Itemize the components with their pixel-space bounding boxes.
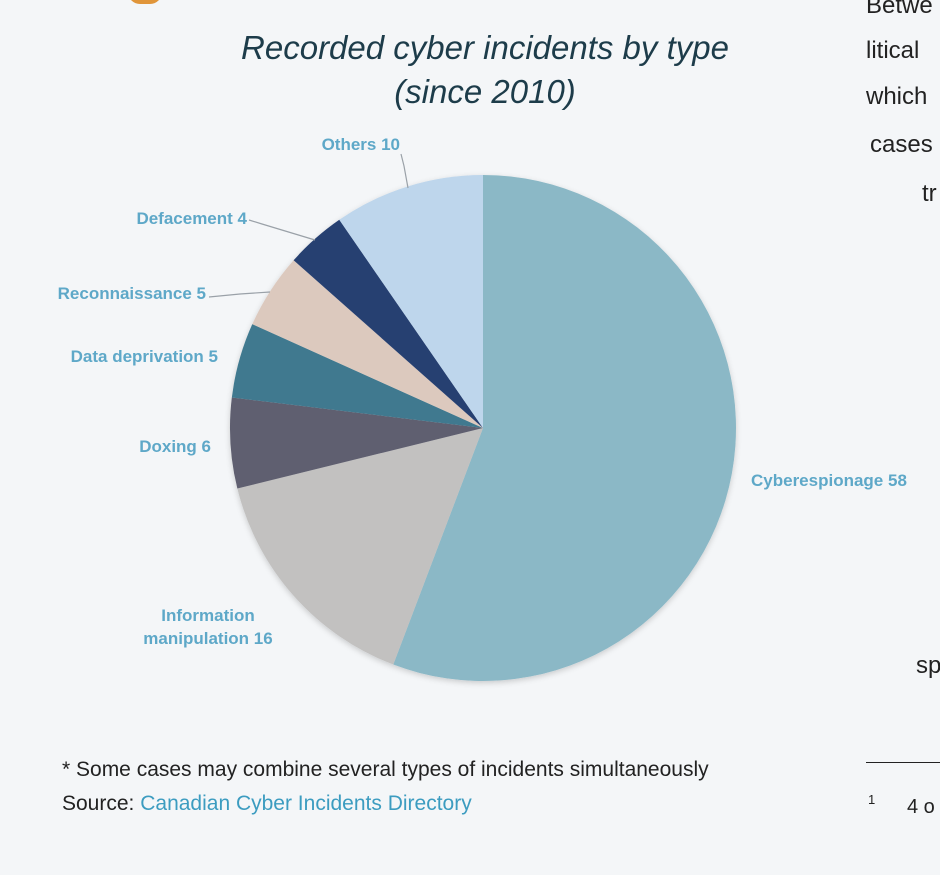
pie-label-line: Data deprivation 5 (71, 347, 218, 366)
pie-label-reconnaissance: Reconnaissance 5 (58, 284, 206, 303)
side-text-line: litical (866, 37, 920, 64)
pie-slice-others (339, 175, 483, 428)
leader-line-defacement (248, 219, 316, 241)
pie-label-data-deprivation: Data deprivation 5 (71, 347, 218, 366)
pie-label-line: Information (161, 606, 255, 625)
pie-label-information-manipulation: Information manipulation 16 (143, 606, 272, 648)
pie-slice-data-deprivation (231, 324, 483, 428)
pie-label-line: manipulation 16 (143, 629, 272, 648)
pie-label-line: Cyberespionage 58 (751, 471, 907, 490)
source-line: Source: Canadian Cyber Incidents Directo… (62, 792, 472, 816)
source-prefix: Source: (62, 792, 141, 815)
pie-label-line: Others 10 (322, 135, 400, 154)
pie-label-line: Doxing 6 (139, 437, 211, 456)
leader-line-others (400, 153, 409, 189)
source-link[interactable]: Canadian Cyber Incidents Directory (140, 792, 472, 815)
footnote-note: * Some cases may combine several types o… (62, 758, 709, 781)
side-text-line: sp (916, 652, 940, 679)
side-text-line: which (866, 83, 928, 110)
pie-label-doxing: Doxing 6 (139, 437, 211, 456)
side-text-line: tr (922, 180, 937, 207)
footnote-rule (866, 762, 940, 763)
pie-label-line: Defacement 4 (136, 209, 247, 228)
chart-title-line-1: Recorded cyber incidents by type (241, 29, 729, 66)
pie-label-defacement: Defacement 4 (136, 209, 247, 228)
pie-slice-doxing (229, 397, 483, 489)
pie-slice-reconnaissance (252, 260, 483, 428)
chart-title-line-2: (since 2010) (394, 73, 576, 110)
footnote-mark: 1 (868, 792, 876, 807)
pie-label-others: Others 10 (322, 135, 400, 154)
pie-slice-cyberespionage (393, 175, 736, 681)
pie-slice-information-manipulation (237, 428, 483, 665)
pie-label-cyberespionage: Cyberespionage 58 (751, 471, 907, 490)
logo-fragment (128, 0, 162, 4)
pie-label-line: Reconnaissance 5 (58, 284, 206, 303)
side-text-line: cases (870, 131, 933, 158)
footnote-text: 4 o (907, 796, 935, 818)
side-text-line: Betwe (866, 0, 933, 19)
chart-title: Recorded cyber incidents by type (since … (150, 26, 820, 114)
leader-line-reconnaissance (208, 291, 271, 298)
pie-slice-defacement (293, 219, 483, 428)
